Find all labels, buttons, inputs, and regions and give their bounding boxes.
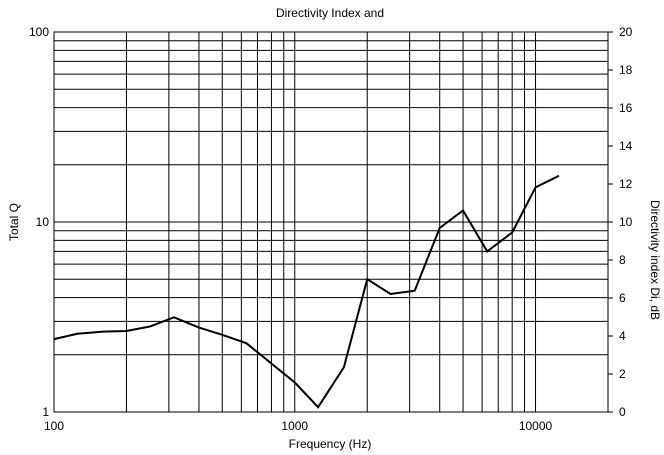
y-right-tick-label: 6	[619, 291, 626, 305]
y-right-tick-label: 2	[619, 367, 626, 381]
y-right-tick-label: 20	[619, 25, 633, 39]
y-right-tick-label: 18	[619, 63, 633, 77]
y-right-tick-label: 16	[619, 101, 633, 115]
y-right-tick-label: 10	[619, 215, 633, 229]
y-right-axis-label: Directivity index Di, dB	[648, 200, 662, 320]
x-tick-label: 10000	[519, 419, 553, 433]
grid	[53, 31, 609, 413]
x-tick-label: 1000	[281, 419, 308, 433]
series-layer	[53, 174, 560, 409]
y-left-tick-label: 1	[42, 405, 49, 419]
x-tick-label: 100	[44, 419, 64, 433]
y-left-tick-label: 100	[29, 25, 49, 39]
x-axis-label: Frequency (Hz)	[289, 437, 372, 451]
y-left-axis-label: Total Q	[7, 203, 21, 241]
y-right-tick-labels: 0 2 4 6 8 10 12 14 16 18 20	[608, 25, 633, 419]
x-tick-labels: 100 1000 10000	[44, 419, 553, 433]
y-left-tick-labels: 1 10 100	[29, 25, 49, 419]
y-right-tick-label: 8	[619, 253, 626, 267]
series-line	[53, 174, 560, 409]
y-right-tick-label: 14	[619, 139, 633, 153]
y-left-tick-label: 10	[36, 215, 50, 229]
chart-title: Directivity Index and	[276, 6, 384, 20]
y-right-tick-label: 0	[619, 405, 626, 419]
y-right-tick-label: 12	[619, 177, 633, 191]
y-right-tick-label: 4	[619, 329, 626, 343]
